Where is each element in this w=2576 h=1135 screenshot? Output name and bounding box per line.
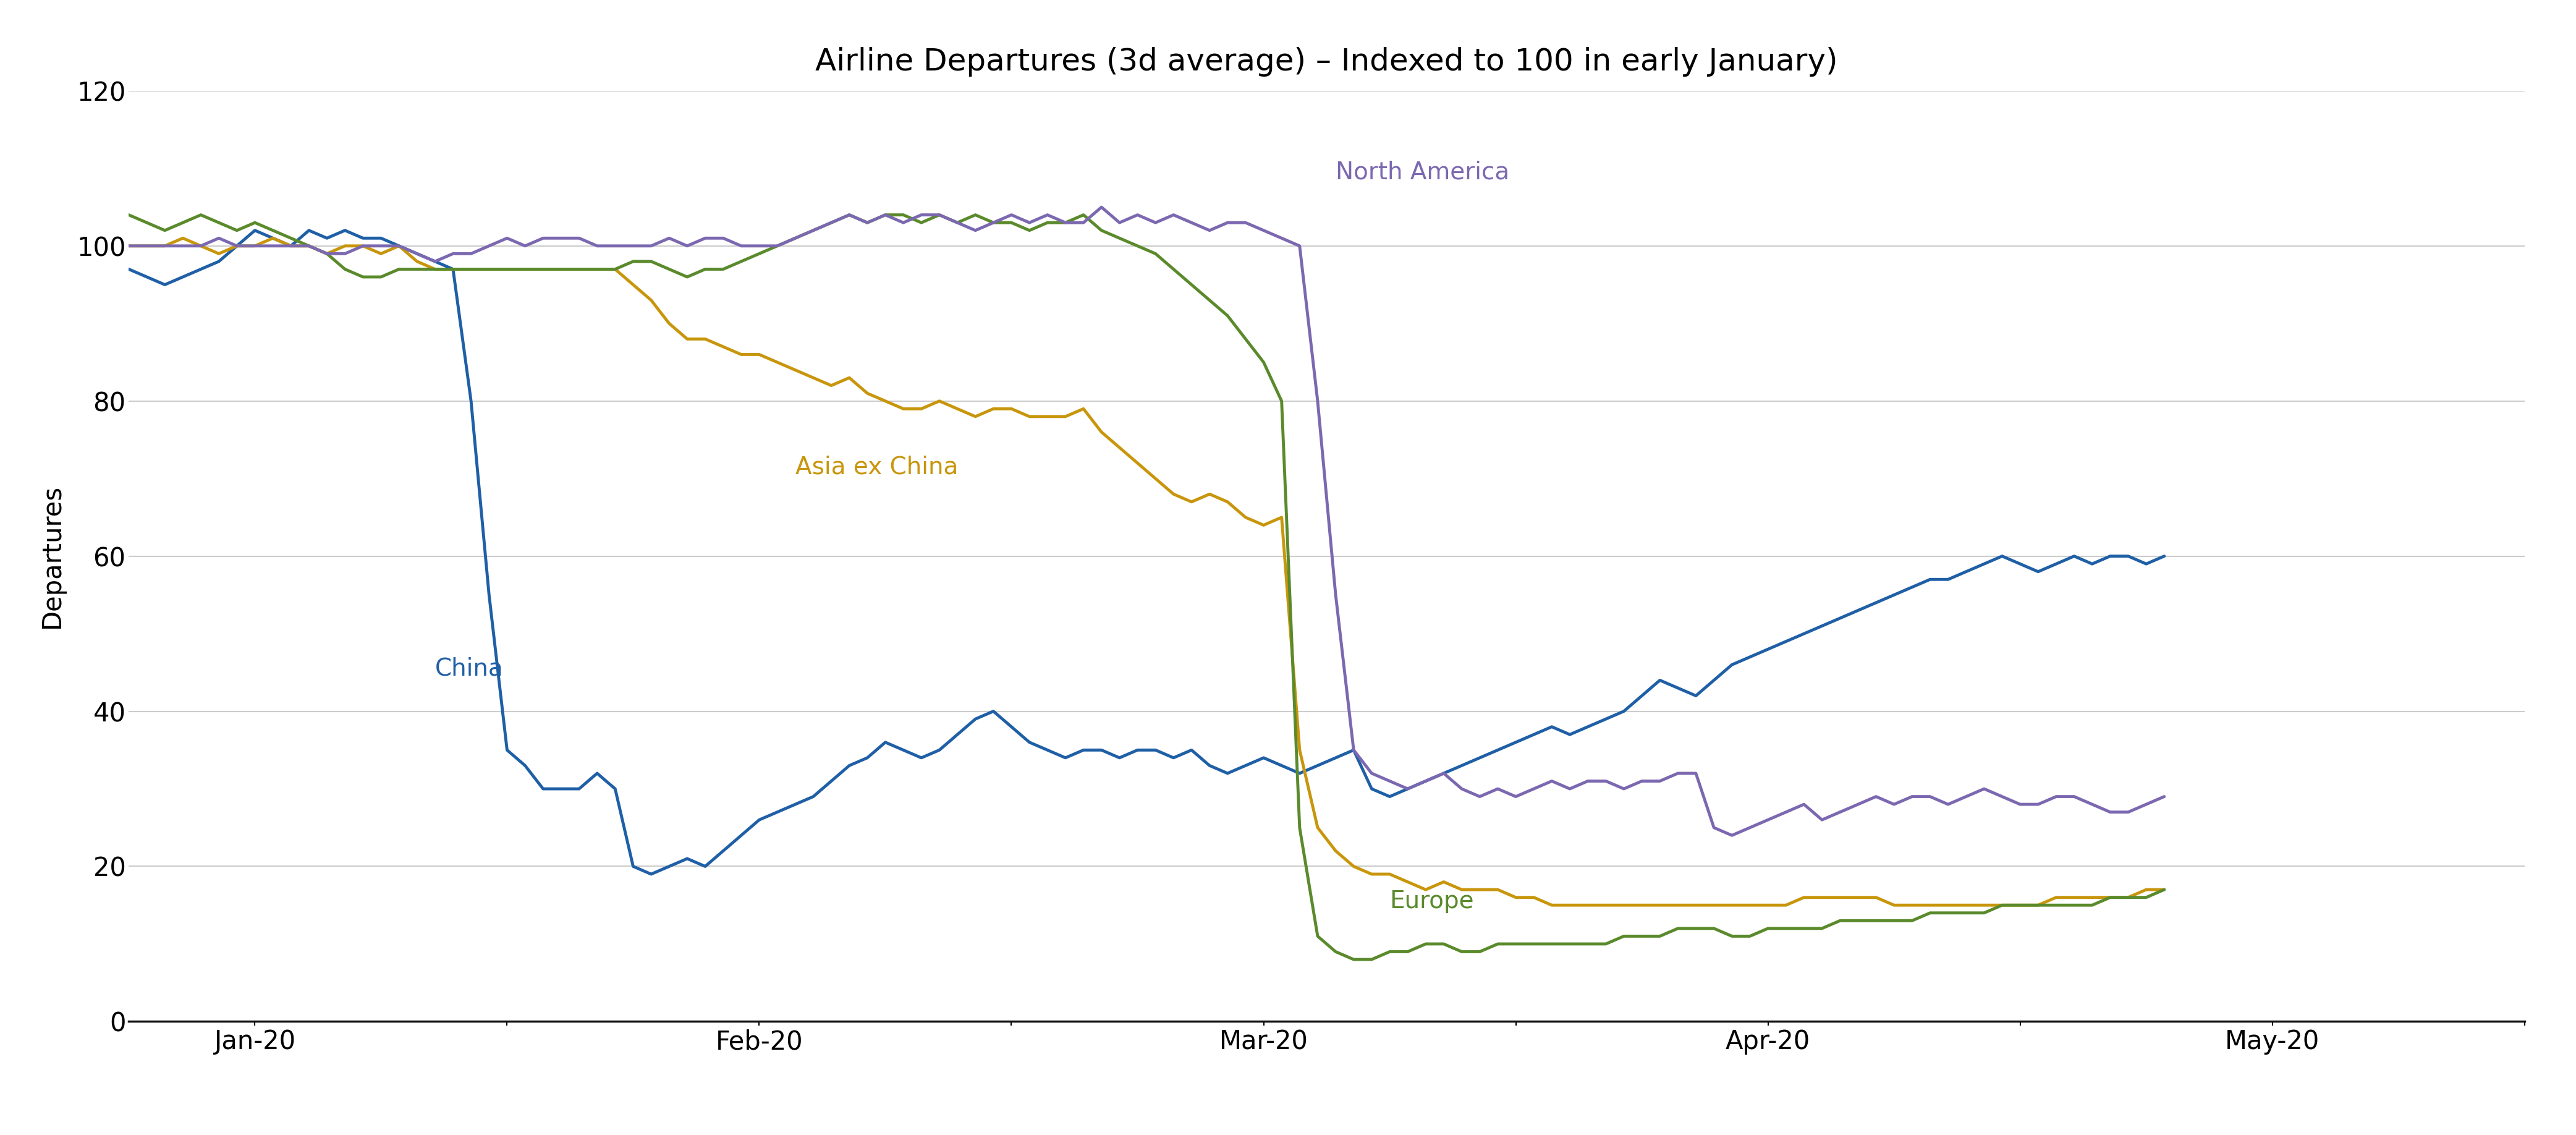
Y-axis label: Departures: Departures [39,485,64,628]
Text: Asia ex China: Asia ex China [796,455,958,479]
Title: Airline Departures (3d average) – Indexed to 100 in early January): Airline Departures (3d average) – Indexe… [817,47,1837,76]
Text: Europe: Europe [1388,890,1473,913]
Text: China: China [435,657,502,680]
Text: North America: North America [1334,160,1510,184]
